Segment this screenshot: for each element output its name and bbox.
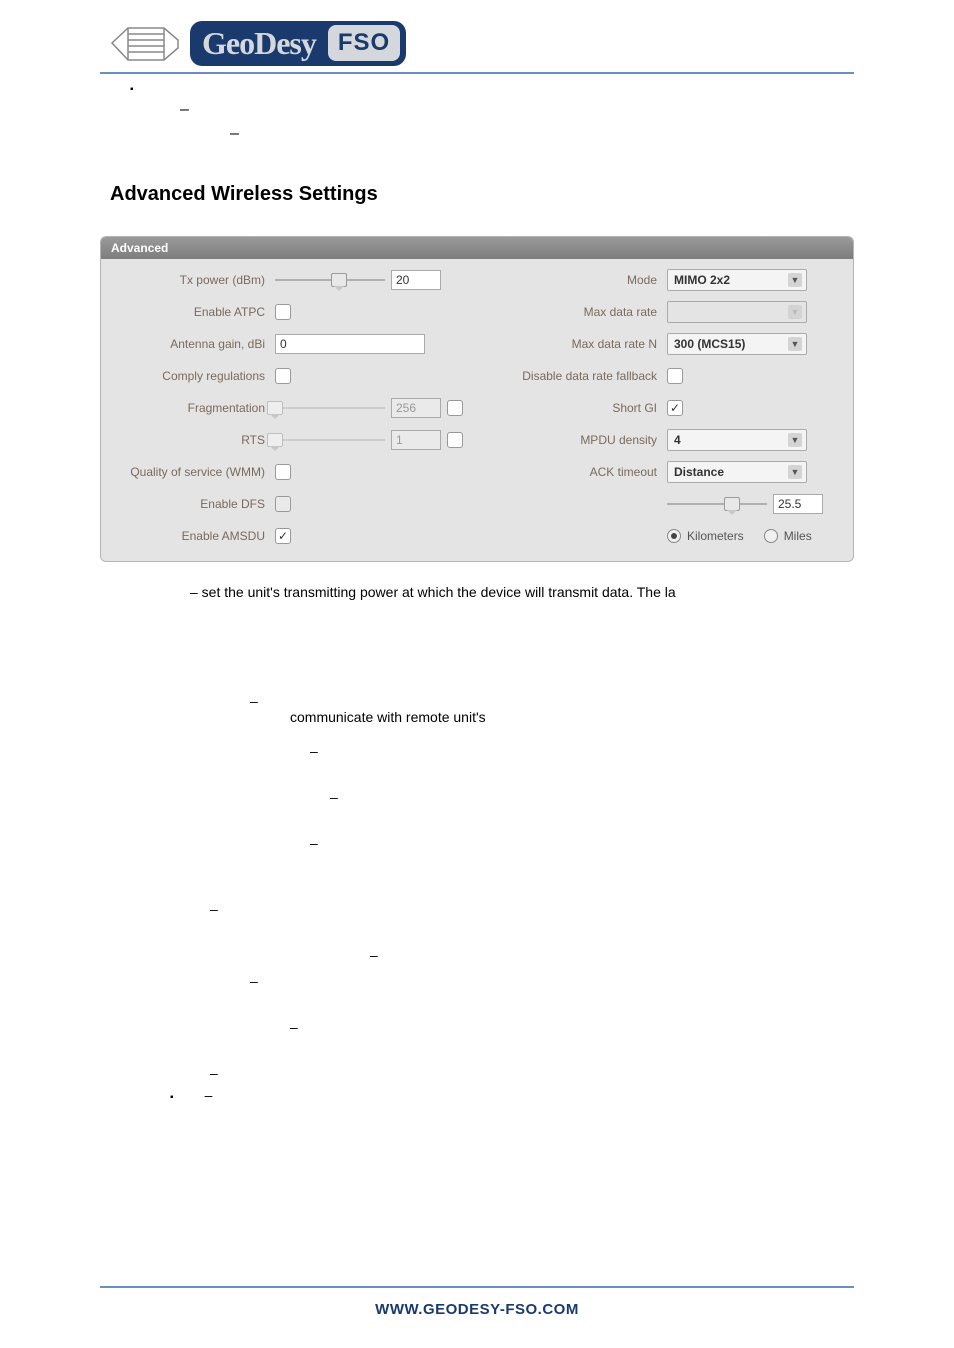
short-gi-row: Short GI ✓ bbox=[487, 397, 839, 419]
max-data-rate-row: Max data rate ▼ bbox=[487, 301, 839, 323]
tx-power-row: Tx power (dBm) bbox=[115, 269, 467, 291]
top-marks: ▪ – – bbox=[130, 84, 854, 143]
header-logo: GeoDesy FSO bbox=[110, 20, 854, 66]
footer-url: WWW.GEODESY-FSO.COM bbox=[0, 1301, 954, 1318]
mpdu-density-label: MPDU density bbox=[487, 433, 657, 447]
brand-badge: GeoDesy FSO bbox=[190, 21, 406, 66]
mode-select[interactable]: MIMO 2x2 ▼ bbox=[667, 269, 807, 291]
section-title: Advanced Wireless Settings bbox=[110, 183, 854, 206]
enable-amsdu-label: Enable AMSDU bbox=[115, 529, 265, 543]
chevron-down-icon: ▼ bbox=[788, 433, 802, 447]
mpdu-density-select[interactable]: 4 ▼ bbox=[667, 429, 807, 451]
mpdu-density-row: MPDU density 4 ▼ bbox=[487, 429, 839, 451]
short-gi-label: Short GI bbox=[487, 401, 657, 415]
brand-suffix: FSO bbox=[328, 25, 400, 61]
kilometers-radio[interactable] bbox=[667, 529, 681, 543]
ack-timeout-row: ACK timeout Distance ▼ bbox=[487, 461, 839, 483]
mode-label: Mode bbox=[487, 273, 657, 287]
remote-text: communicate with remote unit's bbox=[290, 709, 854, 725]
fragmentation-label: Fragmentation bbox=[115, 401, 265, 415]
fragmentation-row: Fragmentation bbox=[115, 397, 467, 419]
max-data-rate-select: ▼ bbox=[667, 301, 807, 323]
disable-fallback-label: Disable data rate fallback bbox=[487, 369, 657, 383]
comply-label: Comply regulations bbox=[115, 369, 265, 383]
wmm-label: Quality of service (WMM) bbox=[115, 465, 265, 479]
tx-power-label: Tx power (dBm) bbox=[115, 273, 265, 287]
tx-power-value[interactable] bbox=[391, 270, 441, 290]
miles-radio[interactable] bbox=[764, 529, 778, 543]
enable-atpc-checkbox[interactable] bbox=[275, 304, 291, 320]
panel-right-column: Mode MIMO 2x2 ▼ Max data rate ▼ bbox=[487, 269, 839, 547]
ack-timeout-select[interactable]: Distance ▼ bbox=[667, 461, 807, 483]
panel-header: Advanced bbox=[101, 237, 853, 259]
fragmentation-enable-checkbox[interactable] bbox=[447, 400, 463, 416]
ack-distance-value[interactable] bbox=[773, 494, 823, 514]
footer-rule bbox=[100, 1286, 854, 1288]
max-data-rate-label: Max data rate bbox=[487, 305, 657, 319]
chevron-down-icon: ▼ bbox=[788, 337, 802, 351]
max-data-rate-n-row: Max data rate N 300 (MCS15) ▼ bbox=[487, 333, 839, 355]
kilometers-label: Kilometers bbox=[687, 529, 744, 543]
antenna-gain-value[interactable] bbox=[275, 334, 425, 354]
enable-dfs-checkbox[interactable] bbox=[275, 496, 291, 512]
comply-checkbox[interactable] bbox=[275, 368, 291, 384]
comply-row: Comply regulations bbox=[115, 365, 467, 387]
fragmentation-slider bbox=[275, 401, 385, 415]
advanced-panel: Advanced Tx power (dBm) Enable ATPC bbox=[100, 236, 854, 562]
rts-label: RTS bbox=[115, 433, 265, 447]
header-rule bbox=[100, 72, 854, 74]
antenna-gain-label: Antenna gain, dBi bbox=[115, 337, 265, 351]
ack-timeout-label: ACK timeout bbox=[487, 465, 657, 479]
disable-fallback-row: Disable data rate fallback bbox=[487, 365, 839, 387]
rts-enable-checkbox[interactable] bbox=[447, 432, 463, 448]
fragmentation-value bbox=[391, 398, 441, 418]
wmm-row: Quality of service (WMM) bbox=[115, 461, 467, 483]
max-data-rate-n-select[interactable]: 300 (MCS15) ▼ bbox=[667, 333, 807, 355]
enable-amsdu-checkbox[interactable]: ✓ bbox=[275, 528, 291, 544]
max-data-rate-n-label: Max data rate N bbox=[487, 337, 657, 351]
chevron-down-icon: ▼ bbox=[788, 273, 802, 287]
rts-row: RTS bbox=[115, 429, 467, 451]
enable-atpc-label: Enable ATPC bbox=[115, 305, 265, 319]
miles-label: Miles bbox=[784, 529, 812, 543]
brand-text: GeoDesy bbox=[196, 25, 322, 62]
device-icon bbox=[110, 20, 180, 66]
ack-units-row: Kilometers Miles bbox=[487, 525, 839, 547]
panel-left-column: Tx power (dBm) Enable ATPC bbox=[115, 269, 467, 547]
rts-value bbox=[391, 430, 441, 450]
rts-slider bbox=[275, 433, 385, 447]
chevron-down-icon: ▼ bbox=[788, 305, 802, 319]
short-gi-checkbox[interactable]: ✓ bbox=[667, 400, 683, 416]
ack-distance-slider[interactable] bbox=[667, 497, 767, 511]
lower-marks-area: – communicate with remote unit's – – – –… bbox=[210, 663, 854, 1103]
body-text-1: – set the unit's transmitting power at w… bbox=[190, 582, 854, 603]
disable-fallback-checkbox[interactable] bbox=[667, 368, 683, 384]
enable-atpc-row: Enable ATPC bbox=[115, 301, 467, 323]
tx-power-slider[interactable] bbox=[275, 273, 385, 287]
mode-row: Mode MIMO 2x2 ▼ bbox=[487, 269, 839, 291]
chevron-down-icon: ▼ bbox=[788, 465, 802, 479]
antenna-gain-row: Antenna gain, dBi bbox=[115, 333, 467, 355]
enable-dfs-label: Enable DFS bbox=[115, 497, 265, 511]
enable-dfs-row: Enable DFS bbox=[115, 493, 467, 515]
ack-distance-row bbox=[487, 493, 839, 515]
wmm-checkbox[interactable] bbox=[275, 464, 291, 480]
enable-amsdu-row: Enable AMSDU ✓ bbox=[115, 525, 467, 547]
